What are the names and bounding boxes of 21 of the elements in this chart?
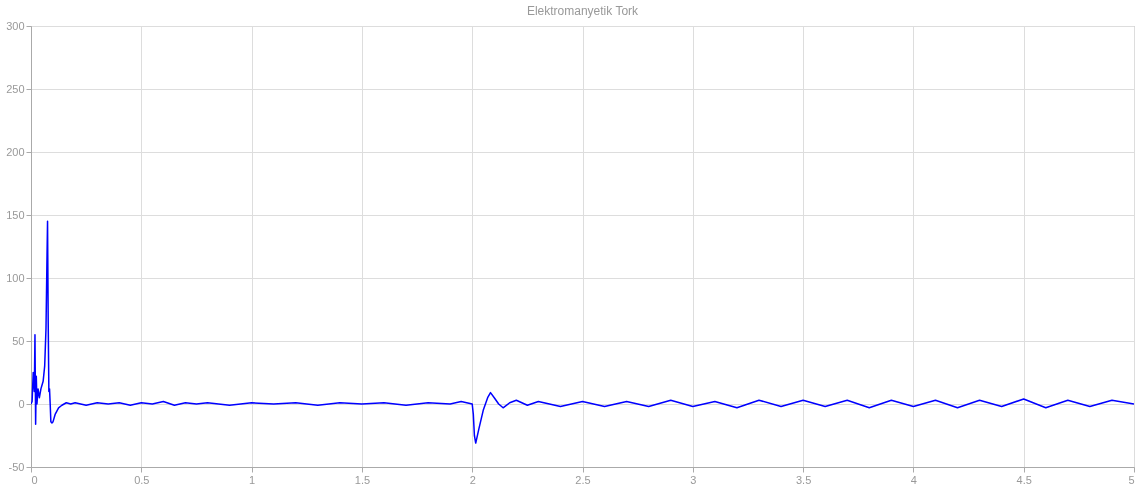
y-tick-label: 300 [6, 19, 25, 32]
x-tick-label: 4.5 [1016, 473, 1032, 486]
x-tick-label: 5 [1128, 473, 1135, 486]
x-tick-label: 2 [469, 473, 476, 486]
x-tick-label: 1 [249, 473, 256, 486]
line-series [31, 220, 1134, 444]
y-tick-label: 150 [6, 208, 25, 221]
y-tick-label: 50 [12, 334, 25, 347]
y-tick-label: 100 [6, 271, 25, 284]
x-tick-label: 2.5 [575, 473, 591, 486]
y-tick-label: 250 [6, 82, 25, 95]
x-tick-label: 3.5 [795, 473, 812, 486]
x-tick-label: 1.5 [354, 473, 371, 486]
y-tick-label: -50 [8, 460, 25, 473]
chart-title: Elektromanyetik Tork [526, 4, 640, 18]
y-tick-label: 200 [6, 145, 25, 158]
x-tick-label: 4 [910, 473, 917, 486]
x-tick-label: 3 [690, 473, 697, 486]
x-tick-label: 0 [31, 473, 38, 486]
y-tick-label: 0 [18, 397, 25, 410]
x-tick-label: 0.5 [134, 473, 150, 486]
